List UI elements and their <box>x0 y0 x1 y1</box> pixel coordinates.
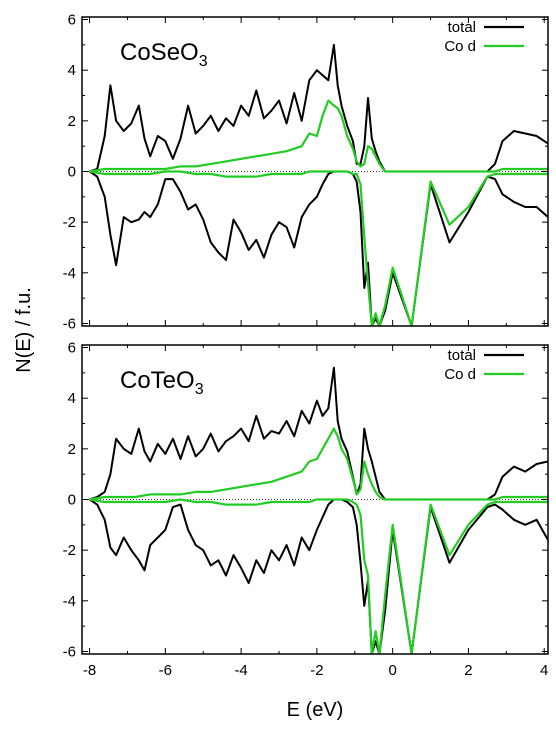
x-tick-label: -8 <box>83 662 96 679</box>
legend-label-total: total <box>448 347 476 364</box>
series-co-d-spin-down <box>89 170 548 326</box>
x-tick-label: 0 <box>388 662 396 679</box>
panel-title: CoTeO3 <box>120 367 204 398</box>
x-tick-label: -6 <box>159 662 172 679</box>
y-tick-label: 6 <box>68 340 76 357</box>
legend-label-co-d: Co d <box>444 366 476 383</box>
y-tick-label: 4 <box>68 62 76 79</box>
x-tick-label: -2 <box>310 662 323 679</box>
y-tick-label: 0 <box>68 492 76 509</box>
series-co-d-spin-up <box>89 427 548 501</box>
legend-label-total: total <box>448 19 476 36</box>
y-tick-label: 2 <box>68 441 76 458</box>
series-total-spin-down <box>89 170 548 326</box>
y-tick-label: -2 <box>63 214 76 231</box>
panel-title: CoSeO3 <box>120 39 208 70</box>
panel-coseo3: -6 -4 -2 0 2 4 6 CoSeO3 total Co d <box>63 12 549 332</box>
y-tick-label: -2 <box>63 542 76 559</box>
x-tick-label: -4 <box>234 662 247 679</box>
legend-label-co-d: Co d <box>444 38 476 55</box>
y-tick-label: 2 <box>68 113 76 130</box>
y-tick-label: 0 <box>68 164 76 181</box>
x-tick-label: 4 <box>540 662 548 679</box>
series-co-d-spin-up <box>89 99 548 173</box>
y-tick-label: 6 <box>68 12 76 29</box>
y-tick-label: -4 <box>63 265 76 282</box>
y-axis-label: N(E) / f.u. <box>13 287 35 373</box>
panel-coteo3: -6 -4 -2 0 2 4 6 -8 -6 -4 -2 0 2 4 CoTeO3 total Co d <box>63 340 549 679</box>
y-tick-label: 4 <box>68 390 76 407</box>
y-tick-label: -6 <box>63 315 76 332</box>
y-tick-label: -4 <box>63 593 76 610</box>
x-axis-label: E (eV) <box>287 699 344 721</box>
series-co-d-spin-down <box>89 498 548 654</box>
x-tick-label: 2 <box>464 662 472 679</box>
y-tick-label: -6 <box>63 643 76 660</box>
series-total-spin-down <box>89 498 548 654</box>
